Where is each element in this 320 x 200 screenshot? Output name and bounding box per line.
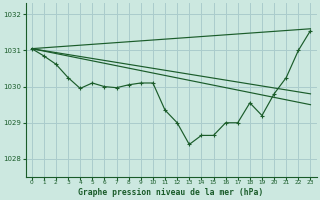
X-axis label: Graphe pression niveau de la mer (hPa): Graphe pression niveau de la mer (hPa) <box>78 188 264 197</box>
